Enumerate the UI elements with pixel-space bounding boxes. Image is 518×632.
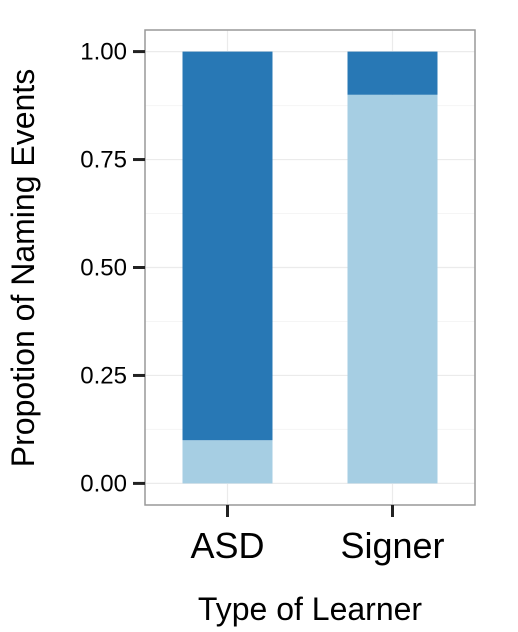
bar-asd-segment-2 (182, 51, 273, 441)
bar-asd-segment-1 (182, 440, 273, 484)
y-tick-label: 1.00 (80, 39, 127, 66)
bar-signer-segment-2 (347, 51, 438, 95)
bar-signer-segment-1 (347, 94, 438, 484)
x-axis-title: Type of Learner (198, 591, 422, 627)
axes: 0.00 0.25 0.50 0.75 1.00 ASD Signer (80, 29, 476, 566)
y-tick-label: 0.25 (80, 362, 127, 389)
y-axis-title: Propotion of Naming Events (5, 69, 41, 467)
y-tick-label: 0.00 (80, 470, 127, 497)
y-tick-label: 0.75 (80, 147, 127, 174)
y-tick-label: 0.50 (80, 255, 127, 282)
x-tick-label: Signer (340, 525, 444, 566)
bars (182, 51, 438, 484)
x-tick-label: ASD (190, 525, 264, 566)
